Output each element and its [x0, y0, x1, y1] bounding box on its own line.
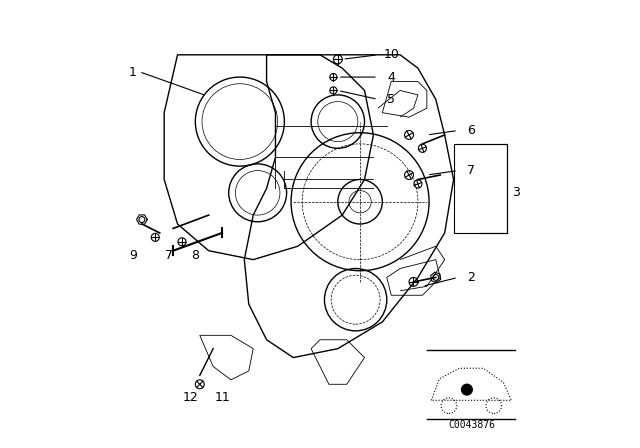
- Text: 7: 7: [164, 249, 173, 262]
- Text: 11: 11: [214, 391, 230, 404]
- Text: 6: 6: [467, 124, 476, 137]
- Text: 1: 1: [129, 66, 137, 79]
- Text: 7: 7: [467, 164, 476, 177]
- Text: 8: 8: [191, 249, 199, 262]
- Circle shape: [461, 384, 472, 395]
- Text: 4: 4: [387, 71, 395, 84]
- Text: 9: 9: [129, 249, 137, 262]
- Text: 10: 10: [383, 48, 399, 61]
- Text: 2: 2: [467, 271, 476, 284]
- Text: 12: 12: [183, 391, 199, 404]
- Text: 5: 5: [387, 93, 396, 106]
- Text: 3: 3: [512, 186, 520, 199]
- Text: C0043876: C0043876: [448, 420, 495, 430]
